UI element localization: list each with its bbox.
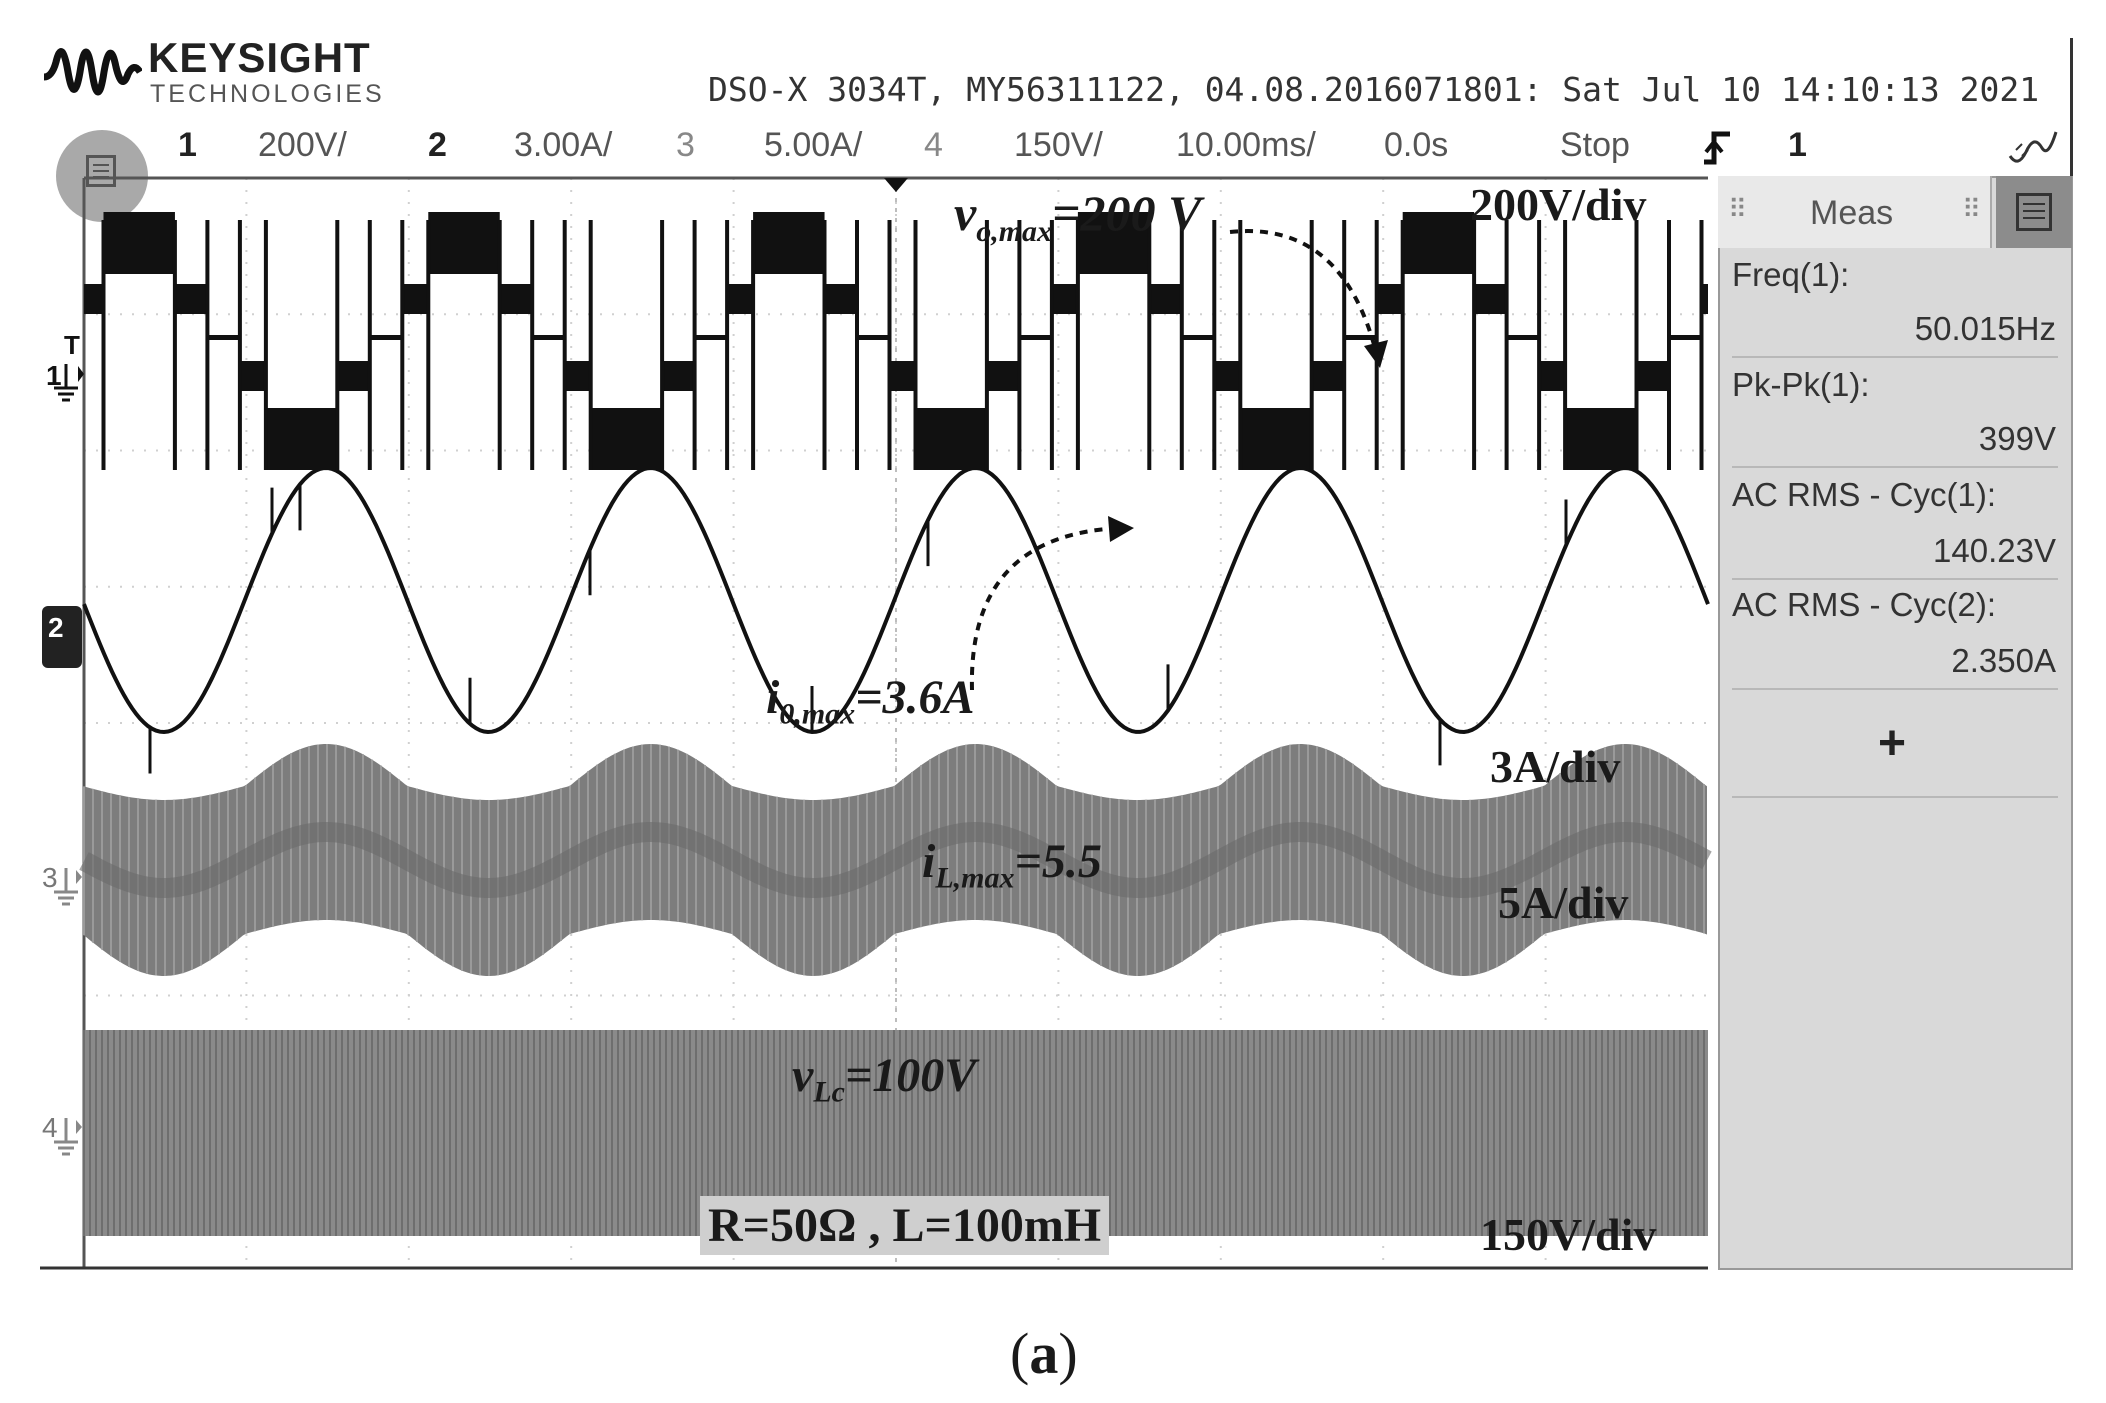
ch2-ground-marker[interactable]: 2 [48, 612, 64, 643]
trigger-channel[interactable]: 1 [1788, 126, 1807, 164]
ch1-scale-label: 200V/div [1470, 179, 1647, 230]
io-annotation: i0,max=3.6A [766, 671, 975, 731]
trigger-delay[interactable]: 0.0s [1384, 126, 1449, 164]
waveform-display[interactable] [0, 0, 1720, 1280]
meas-divider [1732, 796, 2058, 798]
trigger-edge-icon[interactable] [1700, 128, 1734, 168]
meas-value-freq: 50.015Hz [1914, 310, 2056, 347]
ch4-number[interactable]: 4 [924, 126, 943, 164]
meas-divider [1732, 466, 2058, 468]
ch4-scale-label: 150V/div [1480, 1209, 1657, 1260]
ground-icon [54, 868, 82, 906]
il-annotation: iL,max=5.5 [922, 835, 1102, 895]
meas-menu-button[interactable] [1996, 176, 2072, 248]
drag-handle-icon[interactable]: ⠿ [1728, 194, 1748, 224]
ch1-trace [84, 212, 1708, 470]
vlc-annotation: vLc=100V [792, 1049, 977, 1109]
ch4-ground-marker[interactable]: 4 [42, 1112, 58, 1143]
meas-value-acrms2: 2.350A [1951, 642, 2056, 679]
ch4-scale[interactable]: 150V/ [1014, 126, 1103, 164]
brand-name: KEYSIGHT [148, 34, 371, 81]
drag-handle-icon[interactable]: ⠿ [1962, 194, 1982, 224]
meas-panel [1718, 176, 2073, 1270]
run-state[interactable]: Stop [1560, 126, 1630, 164]
keysight-logo-icon [43, 48, 142, 96]
device-info: DSO-X 3034T, MY56311122, 04.08.201607180… [708, 70, 2040, 109]
meas-divider [1732, 688, 2058, 690]
add-measurement-button[interactable]: + [1878, 717, 1907, 770]
annotation-arrow [969, 526, 1121, 691]
conditions-label: R=50Ω , L=100mH [700, 1196, 1110, 1255]
ch2-scale-label: 3A/div [1490, 741, 1621, 792]
meas-label-acrms2: AC RMS - Cyc(2): [1732, 586, 1996, 623]
annotation-arrow [1229, 229, 1380, 361]
ch3-number[interactable]: 3 [676, 126, 695, 164]
vo-annotation: vo,max=200 V [954, 185, 1202, 248]
ground-icon [54, 364, 84, 402]
ch2-trace-spikes [148, 484, 1568, 774]
ch3-scale-label: 5A/div [1498, 877, 1629, 928]
ch4-trace-hatch [83, 1030, 1705, 1236]
ch3-trace-center [79, 822, 1712, 898]
meas-value-acrms1: 140.23V [1933, 532, 2056, 569]
ch1-scale[interactable]: 200V/ [258, 126, 347, 164]
ch2-scale[interactable]: 3.00A/ [514, 126, 613, 164]
ch2-ground-marker-box[interactable] [42, 606, 82, 668]
brand-subtitle: TECHNOLOGIES [150, 80, 385, 108]
meas-label-acrms1: AC RMS - Cyc(1): [1732, 476, 1996, 513]
meas-label-freq: Freq(1): [1732, 256, 1850, 293]
annotation-arrowhead [1364, 340, 1388, 368]
meas-divider [1732, 578, 2058, 580]
ch3-ground-marker[interactable]: 3 [42, 862, 58, 893]
menu-icon [2016, 193, 2052, 231]
ch3-scale[interactable]: 5.00A/ [764, 126, 863, 164]
ch2-number[interactable]: 2 [428, 126, 447, 164]
waveform-icon[interactable] [2008, 126, 2058, 170]
meas-divider [1732, 356, 2058, 358]
ch2-trace [82, 465, 1710, 735]
ch1-number[interactable]: 1 [178, 126, 197, 164]
meas-value-pkpk: 399V [1978, 420, 2056, 457]
timebase[interactable]: 10.00ms/ [1176, 126, 1316, 164]
annotation-arrowhead [1108, 516, 1134, 542]
meas-label-pkpk: Pk-Pk(1): [1732, 366, 1870, 403]
meas-tab-label: Meas [1810, 194, 1894, 232]
graticule [40, 176, 1708, 1270]
ch1-ground-marker[interactable]: 1 [46, 360, 62, 391]
ground-icon [54, 1118, 82, 1156]
meas-tab[interactable] [1718, 176, 1992, 248]
figure-label: (a) [1010, 1321, 1078, 1386]
trigger-level-marker[interactable]: T [64, 330, 80, 360]
